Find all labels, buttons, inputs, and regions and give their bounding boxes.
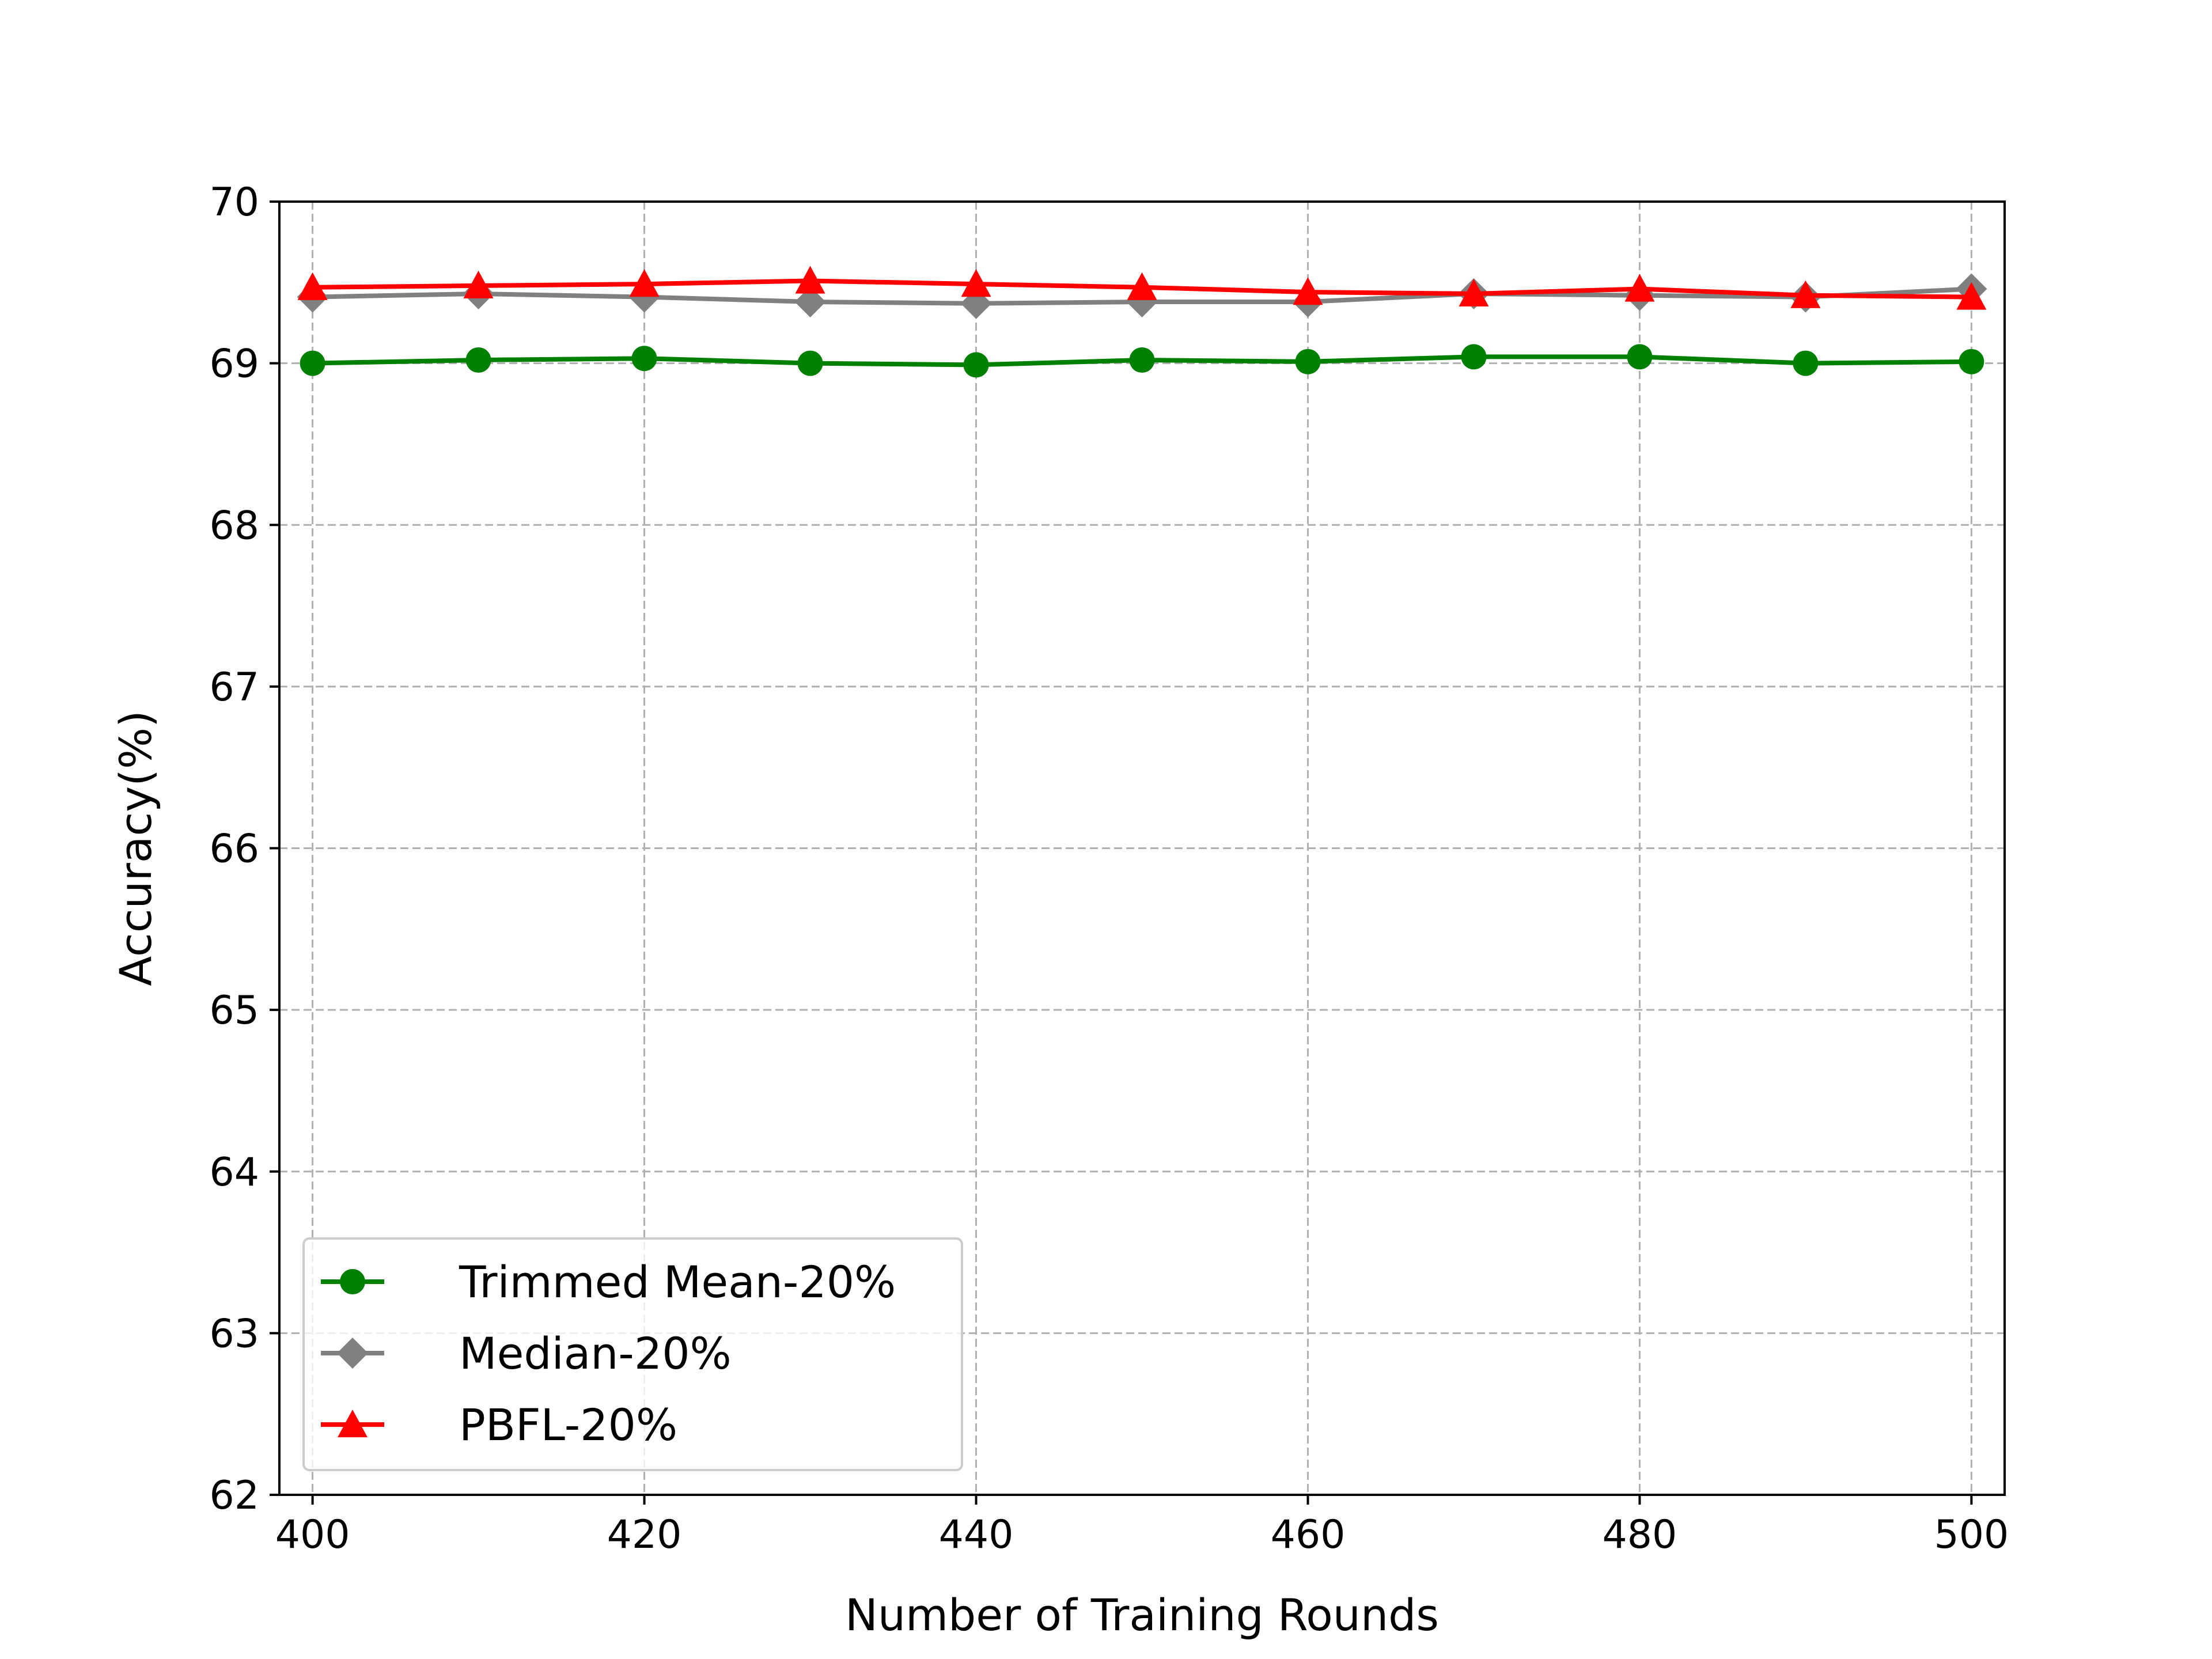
data-point — [465, 347, 491, 373]
data-point — [794, 286, 826, 317]
y-tick-label: 67 — [209, 665, 259, 710]
y-tick-label: 65 — [209, 988, 259, 1033]
y-axis-label: Accuracy(%) — [110, 710, 161, 986]
x-tick-label: 460 — [1271, 1512, 1346, 1558]
x-tick-label: 500 — [1934, 1512, 2009, 1558]
legend-box — [302, 1237, 963, 1471]
x-tick-label: 480 — [1603, 1512, 1677, 1558]
legend-label: Median-20% — [459, 1328, 732, 1379]
data-point — [629, 269, 660, 297]
data-point — [1627, 344, 1653, 370]
legend-swatch-marker — [337, 1338, 368, 1369]
x-tick-label: 400 — [275, 1512, 350, 1558]
data-point — [1461, 344, 1487, 370]
legend-label: Trimmed Mean-20% — [459, 1256, 896, 1308]
data-point — [1293, 277, 1323, 305]
series-2 — [297, 266, 1987, 310]
series-0 — [300, 344, 1984, 378]
data-point — [300, 350, 325, 376]
series-layer — [297, 266, 1987, 378]
data-point — [1129, 347, 1155, 373]
data-point — [961, 269, 991, 297]
y-tick-label: 66 — [209, 827, 259, 872]
x-tick-label: 440 — [939, 1512, 1014, 1558]
legend-swatch-marker — [340, 1269, 365, 1294]
data-point — [1127, 272, 1157, 300]
x-tick-label: 420 — [607, 1512, 682, 1558]
data-point — [963, 352, 989, 378]
legend-label: PBFL-20% — [459, 1399, 677, 1450]
data-point — [1295, 349, 1321, 374]
data-point — [1956, 282, 1987, 310]
data-point — [797, 350, 823, 376]
data-point — [1459, 278, 1489, 307]
data-point — [297, 272, 328, 300]
y-tick-label: 69 — [209, 342, 259, 387]
data-point — [1793, 350, 1819, 376]
data-point — [795, 266, 825, 294]
data-point — [631, 346, 657, 372]
ticks: 400 420 440 460 480 500 62 63 64 65 66 67 68 69 70 — [209, 180, 2009, 1558]
y-tick-label: 70 — [209, 180, 259, 225]
data-point — [463, 270, 494, 299]
legend-swatch-marker — [338, 1410, 368, 1438]
y-tick-label: 64 — [209, 1150, 259, 1195]
y-tick-label: 63 — [209, 1311, 259, 1357]
x-axis-label: Number of Training Rounds — [845, 1589, 1439, 1641]
y-tick-label: 62 — [209, 1473, 259, 1518]
y-tick-label: 68 — [209, 503, 259, 548]
data-point — [1790, 280, 1821, 308]
legend: Trimmed Mean-20% Median-20% PBFL-20% — [302, 1237, 963, 1471]
data-point — [1624, 274, 1655, 302]
data-point — [1959, 349, 1984, 374]
